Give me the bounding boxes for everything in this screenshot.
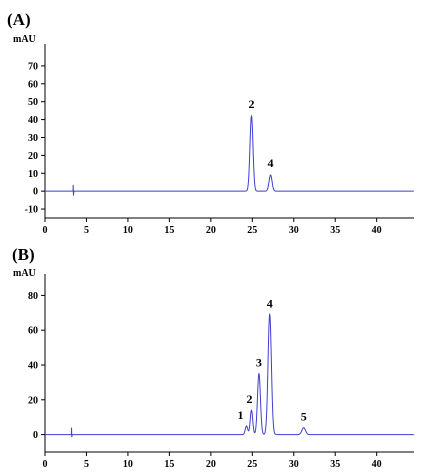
- panel-a-y-unit: mAU: [13, 34, 36, 45]
- y-tick-label: 20: [28, 395, 38, 406]
- y-tick-label: 70: [28, 61, 38, 72]
- y-tick-label: 30: [28, 133, 38, 144]
- chromatogram-trace: [45, 114, 414, 196]
- panel-a: (A) mAU -10 0 10 20 30 40 50 60 70 0 5 10 15 20 25 30 35…: [7, 10, 414, 236]
- x-tick-label: 35: [330, 225, 340, 236]
- x-tick-label: 0: [43, 225, 48, 236]
- peak-label-2: 2: [248, 97, 254, 111]
- x-tick-label: 30: [289, 225, 299, 236]
- y-tick-label: 40: [28, 115, 38, 126]
- panel-b-label: (B): [12, 245, 35, 264]
- y-tick-label: 60: [28, 326, 38, 337]
- y-tick-label: 0: [33, 187, 38, 198]
- y-tick-label: 50: [28, 97, 38, 108]
- peak-label-3: 3: [256, 356, 262, 370]
- panel-b: (B) mAU 0 20 40 60 80 0 5 10 15 20 25 30 35 40 12 3 4 5: [12, 245, 414, 470]
- peak-label-4: 4: [267, 297, 273, 311]
- x-tick-label: 5: [84, 225, 89, 236]
- x-tick-label: 15: [164, 225, 174, 236]
- peak-label-1: 1: [237, 408, 243, 422]
- x-tick-label: 10: [123, 459, 133, 470]
- y-tick-label: 20: [28, 151, 38, 162]
- x-tick-label: 5: [84, 459, 89, 470]
- y-tick-label: 80: [28, 291, 38, 302]
- y-tick-label: 0: [33, 430, 38, 441]
- x-tick-label: 30: [289, 459, 299, 470]
- panel-a-label: (A): [7, 10, 31, 29]
- x-tick-label: 25: [247, 459, 257, 470]
- x-tick-label: 35: [330, 459, 340, 470]
- x-tick-label: 25: [247, 225, 257, 236]
- peak-label-4: 4: [268, 156, 274, 170]
- x-tick-label: 40: [372, 459, 382, 470]
- x-tick-label: 0: [43, 459, 48, 470]
- x-tick-label: 15: [164, 459, 174, 470]
- x-tick-label: 20: [206, 459, 216, 470]
- x-tick-label: 10: [123, 225, 133, 236]
- x-tick-label: 20: [206, 225, 216, 236]
- y-tick-label: 60: [28, 79, 38, 90]
- peak-label-5: 5: [301, 410, 307, 424]
- y-tick-label: -10: [25, 205, 38, 216]
- x-tick-label: 40: [372, 225, 382, 236]
- y-tick-label: 40: [28, 361, 38, 372]
- y-tick-label: 10: [28, 169, 38, 180]
- peak-label-2: 2: [246, 392, 252, 406]
- panel-b-y-unit: mAU: [13, 268, 36, 279]
- chromatogram-trace: [45, 312, 414, 438]
